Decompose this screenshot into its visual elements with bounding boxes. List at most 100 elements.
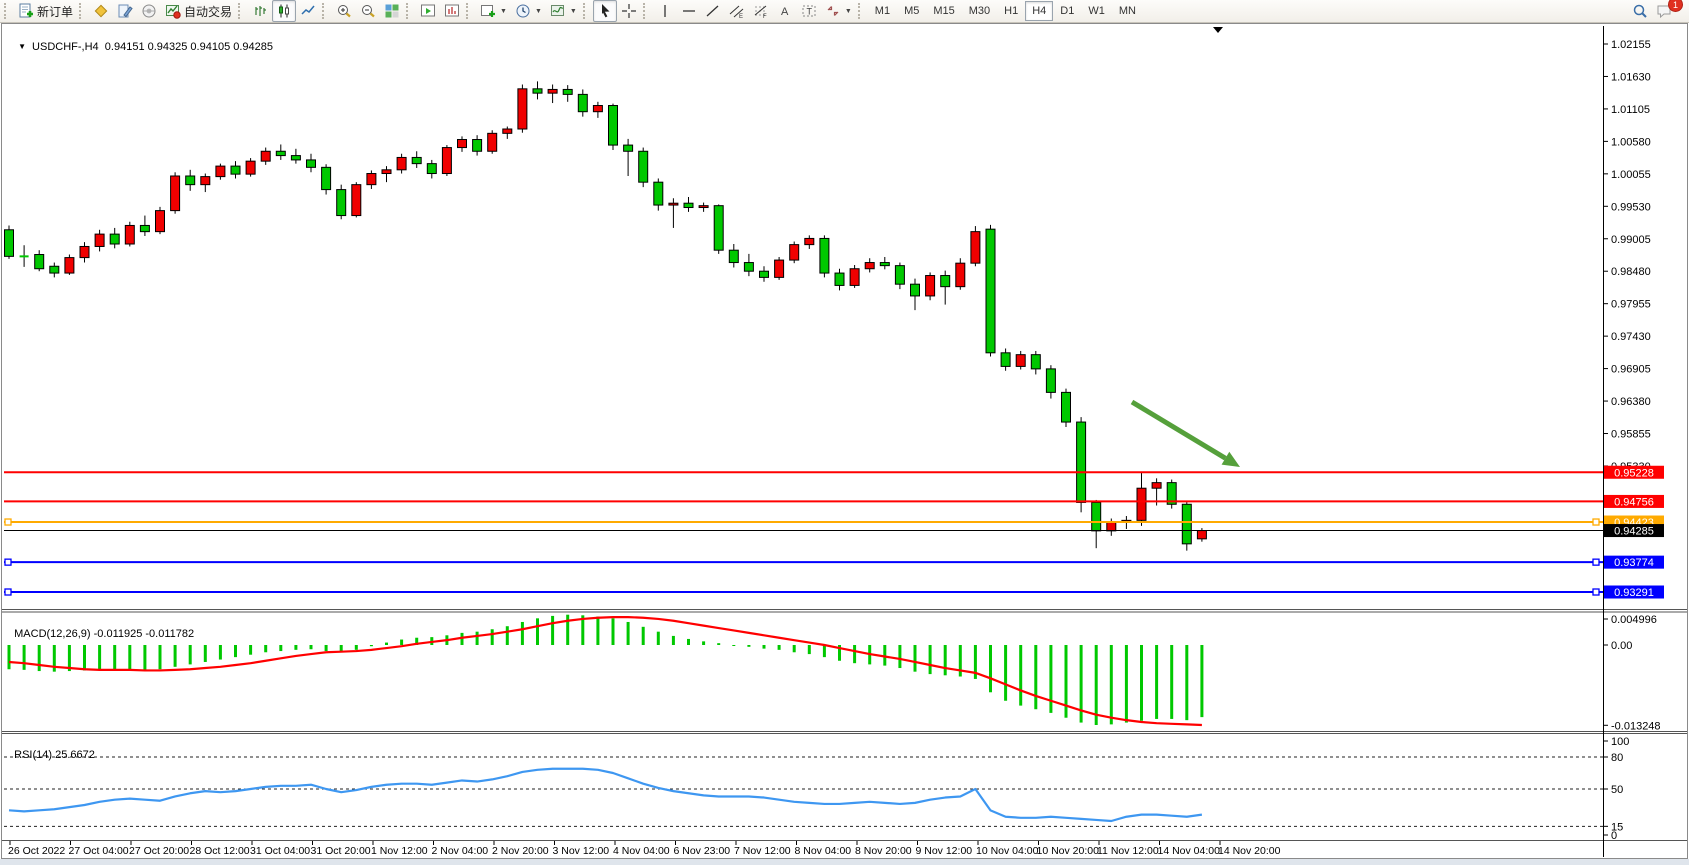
signals-icon (141, 3, 157, 19)
rsi-indicator-name: RSI(14) (14, 749, 53, 761)
strategy-tester-button[interactable] (416, 0, 440, 22)
svg-text:1 Nov 12:00: 1 Nov 12:00 (371, 845, 428, 857)
timeframe-m15-button[interactable]: M15 (933, 5, 955, 17)
svg-text:1.01105: 1.01105 (1611, 104, 1650, 116)
tile-windows-button[interactable] (380, 0, 404, 22)
clock-icon (515, 3, 531, 19)
svg-text:1.02155: 1.02155 (1611, 39, 1651, 51)
trend-arrow-annotation[interactable] (1130, 399, 1240, 467)
toolbar-grip[interactable] (582, 3, 589, 19)
rsi-axis: 100 80 50 150 (1603, 736, 1629, 842)
cursor-tool-button[interactable] (592, 0, 617, 22)
toolbar-grip[interactable] (857, 3, 864, 19)
zoom-out-button[interactable] (356, 0, 380, 22)
new-order-button[interactable]: 新订单 (14, 0, 77, 22)
zoom-in-button[interactable] (332, 0, 356, 22)
metaeditor-button[interactable] (89, 0, 113, 22)
toolbar-grip[interactable] (238, 3, 244, 19)
trendline-tool-button[interactable] (701, 0, 725, 22)
time-axis[interactable]: 26 Oct 2022 27 Oct 04:00 27 Oct 20:00 28 Oc… (8, 841, 1281, 857)
timeframe-d1-button[interactable]: D1 (1060, 5, 1075, 17)
new-order-label: 新订单 (37, 4, 74, 19)
line-chart-icon (300, 3, 316, 19)
svg-text:31 Oct 20:00: 31 Oct 20:00 (311, 845, 371, 857)
crosshair-icon (621, 3, 637, 19)
chart-plot-surface[interactable] (4, 26, 1603, 608)
depth-of-market-button[interactable] (440, 0, 464, 22)
svg-text:1.00055: 1.00055 (1611, 169, 1651, 181)
svg-text:11 Nov 12:00: 11 Nov 12:00 (1097, 845, 1159, 857)
chart-symbol-period: USDCHF-,H4 (32, 41, 99, 53)
macd-pane-header: MACD(12,26,9) -0.011925 -0.011782 (8, 616, 194, 640)
search-button[interactable] (1628, 0, 1652, 22)
bar-chart-mode-button[interactable] (248, 0, 272, 22)
candlestick-series (4, 81, 1207, 551)
arrows-tool-button[interactable]: ▼ (821, 0, 856, 22)
signals-button[interactable] (137, 0, 161, 22)
timeframe-w1-button[interactable]: W1 (1088, 5, 1105, 17)
chart-shift-marker[interactable] (1213, 27, 1223, 33)
chat-button[interactable]: 1 (1652, 0, 1683, 22)
chat-badge: 1 (1668, 0, 1683, 12)
svg-text:100: 100 (1611, 736, 1629, 748)
toolbar-grip[interactable] (466, 3, 472, 19)
metaeditor-icon (93, 3, 109, 19)
macd-indicator-name: MACD(12,26,9) (14, 628, 91, 640)
text-label-tool-button[interactable]: T (797, 0, 821, 22)
chevron-down-icon: ▼ (569, 7, 577, 15)
line-chart-mode-button[interactable] (296, 0, 320, 22)
toolbar-grip[interactable] (642, 3, 649, 19)
timeframe-m30-button[interactable]: M30 (968, 5, 991, 17)
toolbar-grip[interactable] (322, 3, 328, 19)
fibonacci-tool-button[interactable]: F (749, 0, 773, 22)
cursor-icon (597, 3, 613, 19)
new-chart-button[interactable]: ▼ (476, 0, 511, 22)
market-icon (117, 3, 133, 19)
market-button[interactable] (113, 0, 137, 22)
svg-text:1.01630: 1.01630 (1611, 71, 1651, 83)
toolbar-grip[interactable] (4, 3, 10, 19)
chart-play-icon (420, 3, 436, 19)
svg-text:2 Nov 20:00: 2 Nov 20:00 (492, 845, 549, 857)
vertical-line-tool-button[interactable] (653, 0, 677, 22)
crosshair-tool-button[interactable] (617, 0, 641, 22)
svg-text:3 Nov 12:00: 3 Nov 12:00 (553, 845, 610, 857)
candlestick-mode-button[interactable] (272, 0, 297, 22)
zoom-out-icon (360, 3, 376, 19)
chart-header: ▼ USDCHF-,H4 0.94151 0.94325 0.94105 0.94… (12, 29, 273, 53)
timeframe-mn-button[interactable]: MN (1118, 5, 1136, 17)
svg-text:0.004996: 0.004996 (1611, 614, 1657, 626)
text-tool-button[interactable]: A (773, 0, 797, 22)
svg-text:10 Nov 20:00: 10 Nov 20:00 (1037, 845, 1100, 857)
horizontal-line-tool-button[interactable] (677, 0, 701, 22)
svg-text:0.96905: 0.96905 (1611, 364, 1651, 376)
rsi-indicator-value: 25.6672 (55, 749, 95, 761)
timeframe-h1-button[interactable]: H1 (1004, 5, 1019, 17)
toolbar-grip[interactable] (406, 3, 412, 19)
indicators-button[interactable]: ▼ (546, 0, 581, 22)
svg-text:9 Nov 12:00: 9 Nov 12:00 (916, 845, 973, 857)
autotrade-button[interactable]: 自动交易 (161, 0, 236, 22)
window-bottom-strip (0, 859, 1689, 865)
search-icon (1632, 3, 1648, 19)
svg-text:0.95228: 0.95228 (1614, 467, 1654, 479)
svg-text:15: 15 (1611, 821, 1623, 833)
svg-text:8 Nov 20:00: 8 Nov 20:00 (855, 845, 912, 857)
channel-tool-button[interactable]: E (725, 0, 749, 22)
macd-signal-line (8, 616, 1202, 727)
pane-separators (2, 609, 1687, 841)
svg-text:6 Nov 23:00: 6 Nov 23:00 (674, 845, 731, 857)
chart-window-frame (1, 23, 1688, 859)
svg-text:0.93291: 0.93291 (1614, 587, 1654, 599)
toolbar-grip[interactable] (79, 3, 85, 19)
one-click-trading-caret[interactable]: ▼ (18, 42, 27, 51)
timeframe-h4-button[interactable]: H4 (1025, 1, 1054, 21)
rsi-pane-header: RSI(14) 25.6672 (8, 737, 95, 761)
period-button[interactable]: ▼ (511, 0, 546, 22)
autotrade-icon (165, 3, 181, 19)
svg-text:0.00: 0.00 (1611, 640, 1632, 652)
timeframe-m1-button[interactable]: M1 (874, 5, 891, 17)
timeframe-m5-button[interactable]: M5 (904, 5, 920, 17)
horizontal-lines[interactable]: 0.952280.947560.944230.942850.937740.932… (4, 465, 1664, 599)
